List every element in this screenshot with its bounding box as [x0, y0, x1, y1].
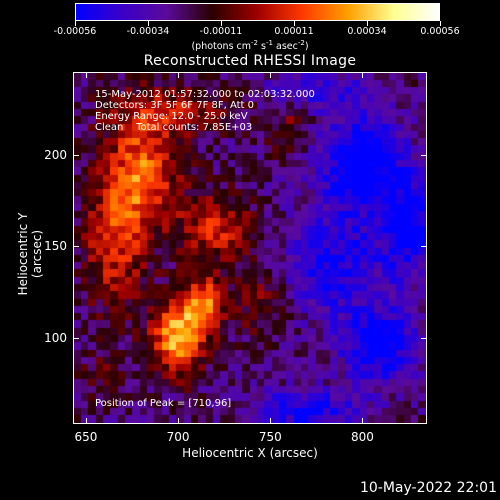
annotation-detectors: Detectors: 3F 5F 6F 7F 8F, Att 0 — [95, 100, 255, 111]
x-axis-label: Heliocentric X (arcsec) — [182, 446, 318, 460]
colorbar-tick-label: 0.00034 — [347, 26, 387, 37]
colorbar-tick-label: 0.00011 — [274, 26, 314, 37]
y-tickmark — [73, 154, 79, 156]
colorbar-tick-label: -0.00011 — [199, 26, 243, 37]
colorbar-tick-label: -0.00034 — [126, 26, 170, 37]
axis-ticks: 650 700 750 800 100 150 200 — [44, 72, 427, 444]
plot-area: 15-May-2012 01:57:32.000 to 02:03:32.000… — [73, 72, 427, 424]
colorbar-tickmark — [294, 21, 295, 26]
colorbar-tick-label: 0.00056 — [420, 26, 460, 37]
x-tickmark — [270, 418, 272, 424]
x-tickmark — [85, 418, 87, 424]
colorbar-gradient — [76, 4, 439, 20]
annotation-energy-range: Energy Range: 12.0 - 25.0 keV — [95, 111, 248, 122]
colorbar — [75, 3, 440, 21]
heatmap-image — [74, 73, 426, 423]
x-tickmark — [362, 72, 364, 78]
y-tickmark — [73, 337, 79, 339]
x-tickmark — [178, 72, 180, 78]
x-tick-label: 800 — [351, 430, 374, 444]
y-tickmark — [421, 154, 427, 156]
y-tick-label: 100 — [44, 330, 67, 345]
colorbar-tickmark — [148, 21, 149, 26]
annotation-peak-position: Position of Peak = [710,96] — [95, 398, 232, 409]
plot-title: Reconstructed RHESSI Image — [143, 53, 357, 69]
x-tickmark — [270, 72, 272, 78]
colorbar-tickmark — [75, 21, 76, 26]
colorbar-units: (photons cm-2 s-1 asec-2) — [191, 39, 309, 53]
x-tick-label: 750 — [258, 430, 282, 444]
y-tickmark — [421, 337, 427, 339]
x-tick-label: 650 — [74, 430, 98, 444]
y-tick-label: 150 — [44, 239, 67, 254]
colorbar-tickmark — [440, 21, 441, 26]
plot-timestamp: 10-May-2022 22:01 — [359, 480, 497, 496]
annotation-clean-counts: Clean Total counts: 7.85E+03 — [95, 122, 253, 133]
x-tickmark — [178, 418, 180, 424]
x-tickmark — [85, 72, 87, 78]
y-tickmark — [421, 246, 427, 248]
y-tick-label: 200 — [44, 147, 67, 162]
colorbar-tickmark — [367, 21, 368, 26]
y-axis-label: Heliocentric Y (arcsec) — [16, 212, 44, 296]
x-tickmark — [362, 418, 364, 424]
annotation-time-range: 15-May-2012 01:57:32.000 to 02:03:32.000 — [95, 89, 315, 100]
y-tickmark — [73, 246, 79, 248]
colorbar-tick-label: -0.00056 — [53, 26, 97, 37]
colorbar-ticks: -0.00056 -0.00034 -0.00011 0.00011 0.00034 0.… — [0, 0, 500, 40]
x-tick-label: 700 — [166, 430, 190, 444]
colorbar-tickmark — [221, 21, 222, 26]
